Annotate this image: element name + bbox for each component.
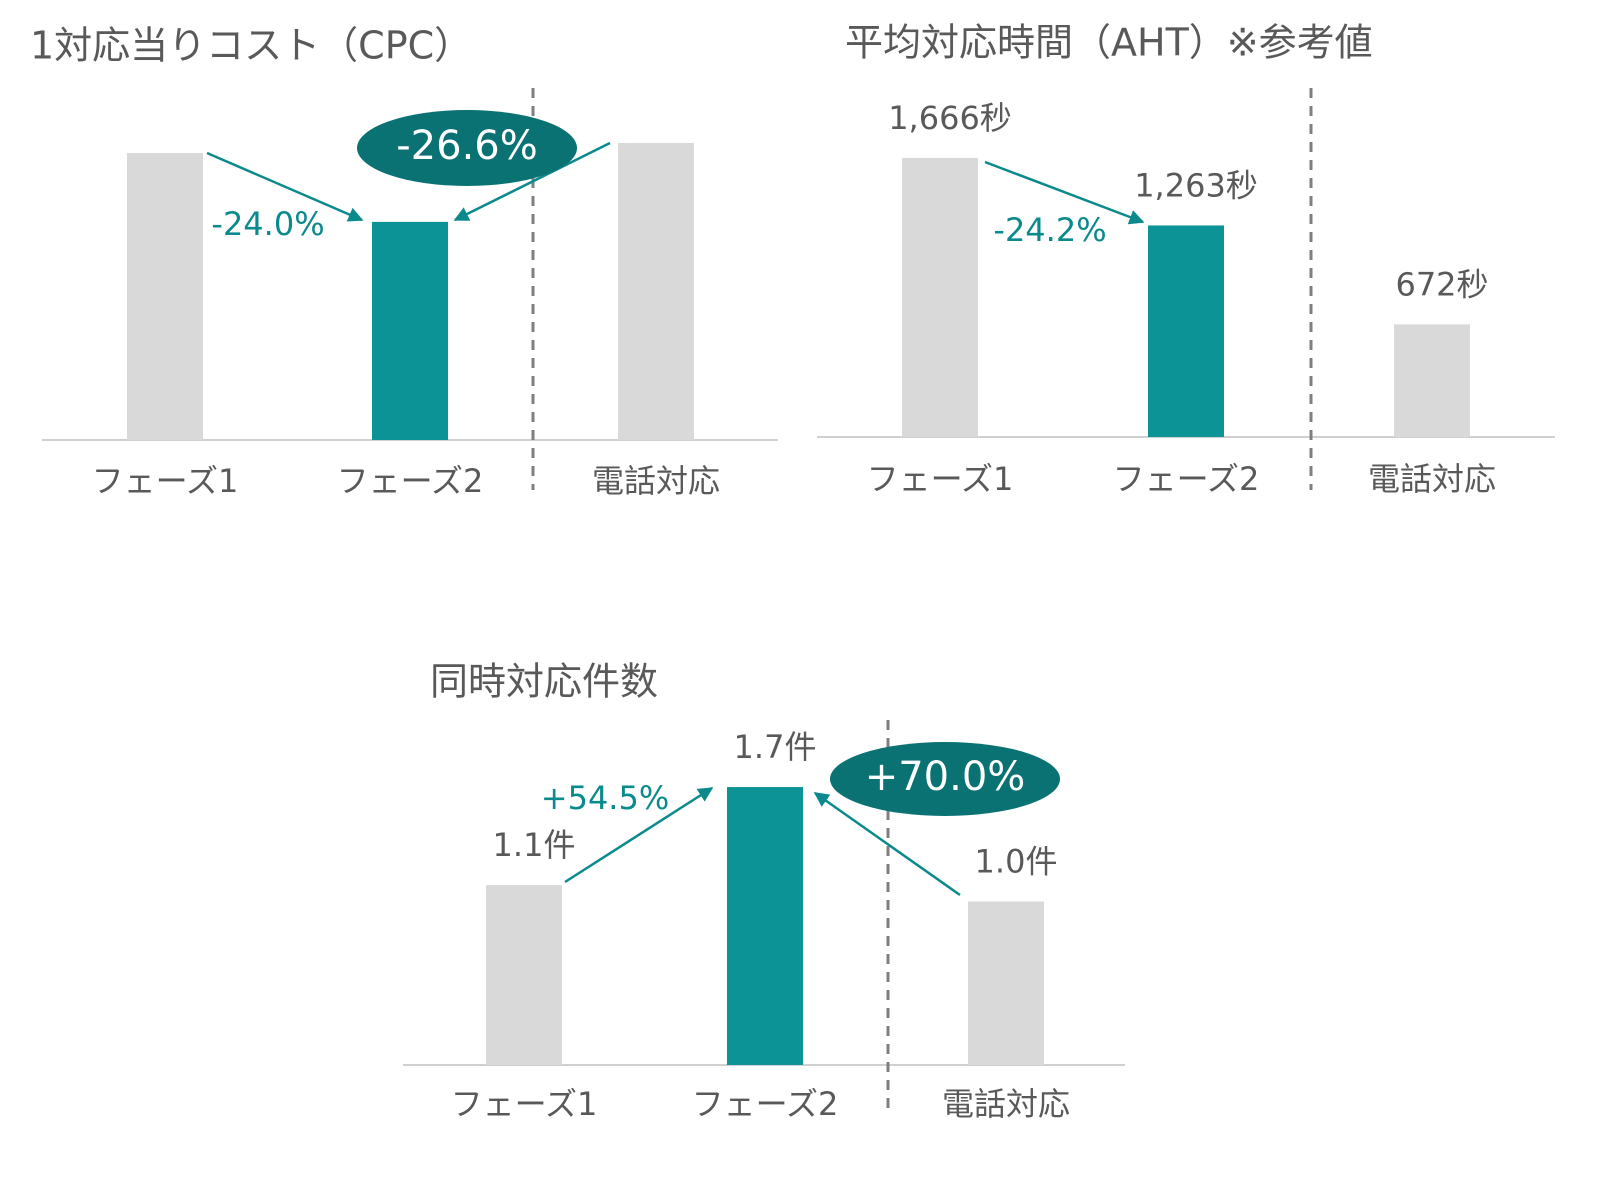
value-label: 1.1件 (493, 826, 576, 864)
x-tick-label: フェーズ2 (692, 1085, 839, 1123)
callout-pill (830, 742, 1060, 816)
value-label: 1,263秒 (1134, 166, 1258, 204)
annotation: +54.5% (541, 779, 669, 817)
annotation: -24.2% (993, 211, 1106, 249)
value-label: 1.0件 (975, 843, 1058, 881)
annotation: -24.0% (211, 205, 324, 243)
value-label: 1,666秒 (888, 99, 1012, 137)
annotation: +70.0% (865, 754, 1026, 800)
arrow (813, 791, 961, 897)
arrow (206, 151, 364, 222)
x-tick-label: フェーズ1 (867, 460, 1014, 498)
chart-title: 同時対応件数 (430, 660, 658, 704)
x-tick-label: フェーズ2 (337, 462, 484, 500)
x-tick-label: フェーズ1 (451, 1085, 598, 1123)
value-label: 672秒 (1395, 265, 1488, 303)
bar (1148, 225, 1224, 437)
x-tick-label: フェーズ1 (92, 462, 239, 500)
bar (1394, 324, 1470, 437)
bar (372, 221, 448, 440)
arrow (984, 160, 1145, 225)
bar (127, 153, 203, 440)
bar (902, 157, 978, 437)
callout-pill (357, 110, 577, 186)
x-tick-label: 電話対応 (592, 462, 720, 500)
value-label: 1.7件 (734, 728, 817, 766)
x-tick-label: フェーズ2 (1113, 460, 1260, 498)
arrow (564, 786, 714, 884)
chart-title: 平均対応時間（AHT）※参考値 (845, 21, 1373, 65)
chart-title: 1対応当りコスト（CPC） (30, 24, 472, 68)
arrow (453, 141, 611, 222)
annotation: -26.6% (396, 123, 538, 169)
bar (618, 142, 694, 440)
x-tick-label: 電話対応 (942, 1085, 1070, 1123)
bar (727, 787, 803, 1065)
bar (968, 901, 1044, 1065)
bar (486, 885, 562, 1065)
x-tick-label: 電話対応 (1368, 460, 1496, 498)
